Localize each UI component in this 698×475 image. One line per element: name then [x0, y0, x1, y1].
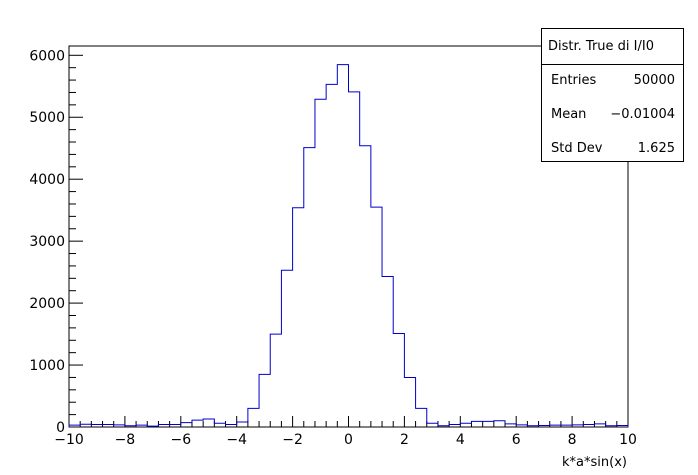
stats-stddev-value: 1.625: [637, 141, 675, 156]
histogram-bin: [337, 65, 348, 427]
histogram-bin: [483, 421, 494, 427]
x-tick-label: −6: [170, 432, 191, 448]
histogram-bin: [203, 419, 214, 427]
histogram-bin: [181, 423, 192, 427]
x-tick-label: −10: [54, 432, 84, 448]
histogram-bin: [393, 333, 404, 427]
y-tick-label: 0: [56, 420, 65, 436]
stats-title: Distr. True di I/I0: [542, 29, 683, 65]
x-tick-label: 2: [400, 432, 409, 448]
y-tick-label: 6000: [29, 48, 65, 64]
histogram-bin: [259, 374, 270, 427]
stats-mean-label: Mean: [551, 107, 587, 122]
stats-row-stddev: Std Dev 1.625: [542, 137, 683, 161]
histogram-bin: [427, 423, 438, 427]
x-axis-label: k*a*sin(x): [562, 455, 627, 470]
histogram-bin: [371, 207, 382, 427]
histogram-bin: [360, 146, 371, 427]
stats-row-mean: Mean −0.01004: [542, 103, 683, 127]
histogram-bin: [471, 421, 482, 427]
histogram-bin: [237, 422, 248, 427]
x-axis-ticks: −10 −8 −6 −4 −2 0 2 4 6 8 10: [54, 416, 637, 448]
y-tick-label: 2000: [29, 296, 65, 312]
histogram-bin: [349, 92, 360, 427]
x-tick-label: 8: [568, 432, 577, 448]
x-tick-label: −2: [282, 432, 303, 448]
y-tick-label: 3000: [29, 234, 65, 250]
x-tick-label: 4: [456, 432, 465, 448]
histogram-bin: [326, 84, 337, 427]
histogram-bin: [248, 408, 259, 427]
histogram-bin: [270, 334, 281, 427]
stats-row-entries: Entries 50000: [542, 69, 683, 93]
stats-entries-value: 50000: [633, 73, 675, 88]
histogram-bin: [404, 377, 415, 427]
x-tick-label: 10: [619, 432, 637, 448]
histogram-bin: [304, 148, 315, 427]
x-tick-label: 0: [344, 432, 353, 448]
x-tick-label: 6: [512, 432, 521, 448]
histogram-bin: [293, 208, 304, 427]
x-tick-label: −4: [226, 432, 247, 448]
histogram-bin: [416, 408, 427, 427]
stats-entries-label: Entries: [551, 73, 597, 88]
histogram-bin: [192, 420, 203, 427]
y-tick-label: 5000: [29, 110, 65, 126]
y-tick-label: 4000: [29, 172, 65, 188]
histogram-bin: [315, 99, 326, 427]
x-tick-label: −8: [115, 432, 136, 448]
histogram-bin: [494, 421, 505, 427]
stats-box: Distr. True di I/I0 Entries 50000 Mean −…: [541, 28, 684, 162]
y-tick-label: 1000: [29, 358, 65, 374]
y-axis-ticks: 0 1000 2000 3000 4000 5000 6000: [29, 48, 83, 436]
stats-stddev-label: Std Dev: [551, 141, 603, 156]
histogram-bin: [281, 270, 292, 427]
histogram-bin: [214, 423, 225, 427]
histogram-bin: [382, 276, 393, 427]
stats-mean-value: −0.01004: [610, 107, 675, 122]
histogram-bin: [460, 423, 471, 427]
histogram-outline: [68, 64, 629, 427]
